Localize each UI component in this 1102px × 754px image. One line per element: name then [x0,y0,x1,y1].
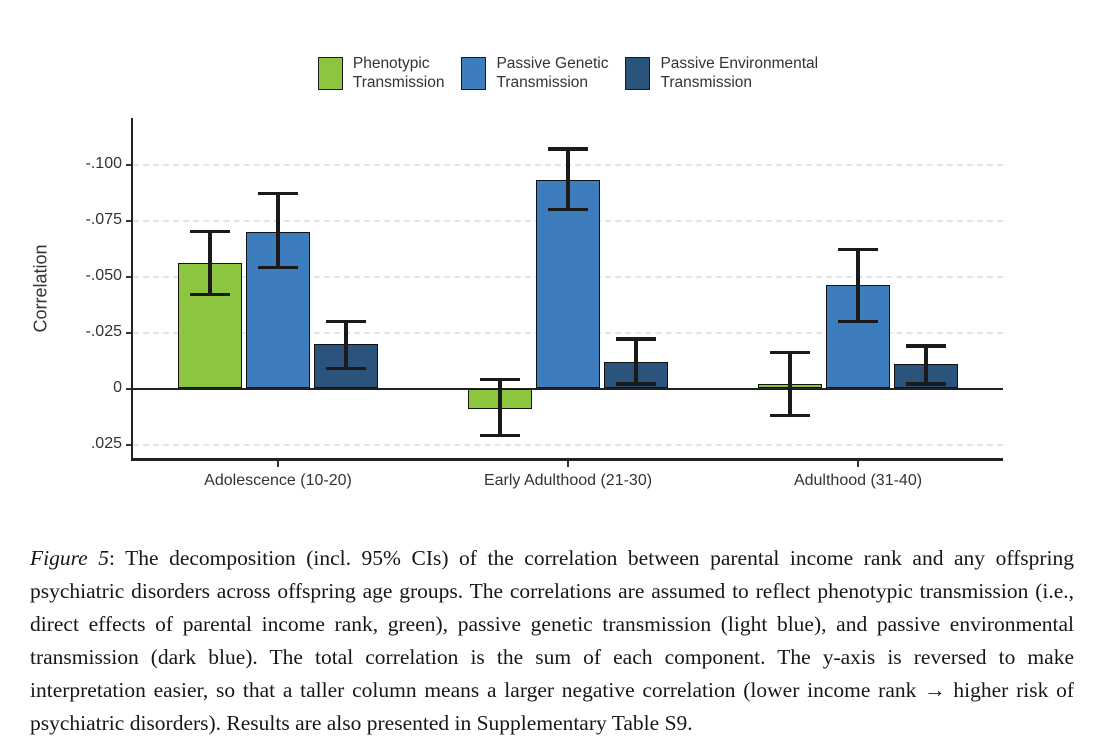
bar-passive-genetic-transmission-2 [826,285,890,389]
y-axis-tick [126,443,133,446]
y-axis-title: Correlation [26,118,56,458]
error-bar-stem [788,352,792,416]
legend-item-phenotypic-transmission: Phenotypic Transmission [317,54,445,92]
x-axis-label-1: Early Adulthood (21-30) [483,472,653,489]
error-bar-cap [326,366,366,371]
bar-passive-genetic-transmission-1 [536,180,600,389]
legend-item-passive-environmental-transmission: Passive Environmental Transmission [625,54,818,92]
legend-swatch-icon [461,56,487,90]
y-axis-line [131,118,133,460]
legend-label: Phenotypic Transmission [352,55,445,91]
error-bar-stem [924,345,928,385]
error-bar-cap [770,350,810,355]
caption-figure-label: Figure 5 [30,546,110,570]
error-bar-cap [326,319,366,324]
y-tick-label: -.075 [85,210,122,228]
legend-swatch-icon [317,56,343,90]
x-axis-tick [277,460,279,467]
error-bar-stem [344,321,348,369]
error-bar-cap [906,382,946,386]
y-axis-tick [126,163,133,166]
y-axis-title-text: Correlation [30,243,51,333]
zero-line [133,387,1003,390]
x-axis-tick [857,460,859,467]
error-bar-stem [566,148,570,210]
error-bar-cap [480,377,520,382]
x-axis-label-2: Adulthood (31-40) [793,472,923,489]
error-bar-cap [906,344,946,348]
legend-label: Passive Environmental Transmission [660,55,819,91]
chart-legend: Phenotypic Transmission Passive Genetic Tra… [133,50,1003,96]
error-bar-cap [258,265,298,270]
error-bar-cap [190,229,230,234]
legend-swatch-icon [625,56,651,90]
x-axis-tick [567,460,569,467]
figure-bar-chart: Phenotypic Transmission Passive Genetic Tra… [26,50,1003,489]
error-bar-cap [616,382,656,386]
y-axis-tick [126,275,133,278]
error-bar-stem [856,249,860,322]
legend-label: Passive Genetic Transmission [496,55,609,91]
caption-text: : The decomposition (incl. 95% CIs) of t… [30,546,1075,735]
error-bar-cap [770,413,810,418]
error-bar-cap [190,292,230,297]
y-tick-label: .025 [90,434,122,452]
error-bar-stem [634,339,638,385]
x-axis-label-0: Adolescence (10-20) [204,472,352,489]
error-bar-cap [616,337,656,341]
error-bar-cap [480,433,520,438]
error-bar-cap [258,191,298,196]
error-bar-cap [548,147,588,151]
gridline [133,443,1003,446]
y-tick-label: -.050 [85,266,122,284]
figure-caption: Figure 5: The decomposition (incl. 95% C… [30,542,1074,740]
y-tick-label: 0 [113,378,122,396]
error-bar-stem [208,231,212,295]
y-axis-tick [126,387,133,390]
error-bar-cap [838,247,878,252]
bar-passive-genetic-transmission-0 [246,231,310,389]
x-axis-line [131,458,1003,461]
y-axis-tick [126,331,133,334]
error-bar-stem [498,379,502,436]
error-bar-cap [838,319,878,324]
error-bar-cap [548,207,588,212]
y-tick-label: -.100 [85,154,122,172]
error-bar-stem [276,193,280,268]
y-tick-label: -.025 [85,322,122,340]
legend-item-passive-genetic-transmission: Passive Genetic Transmission [461,54,608,92]
y-axis-tick [126,219,133,222]
